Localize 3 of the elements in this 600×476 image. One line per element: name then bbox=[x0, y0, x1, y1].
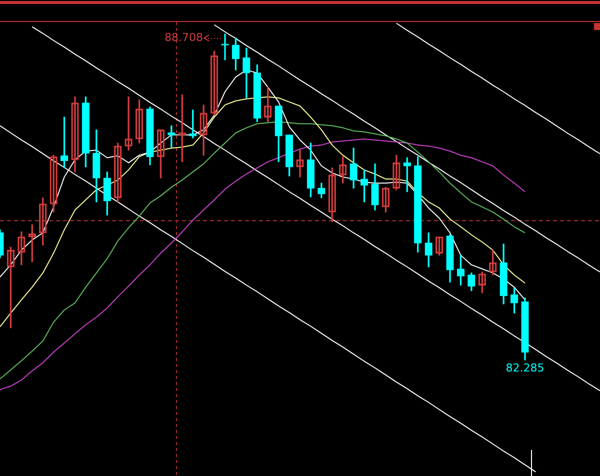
text: 82.285 bbox=[506, 361, 544, 374]
annotation: 88.708 bbox=[164, 30, 203, 44]
candlestick bbox=[221, 34, 229, 60]
